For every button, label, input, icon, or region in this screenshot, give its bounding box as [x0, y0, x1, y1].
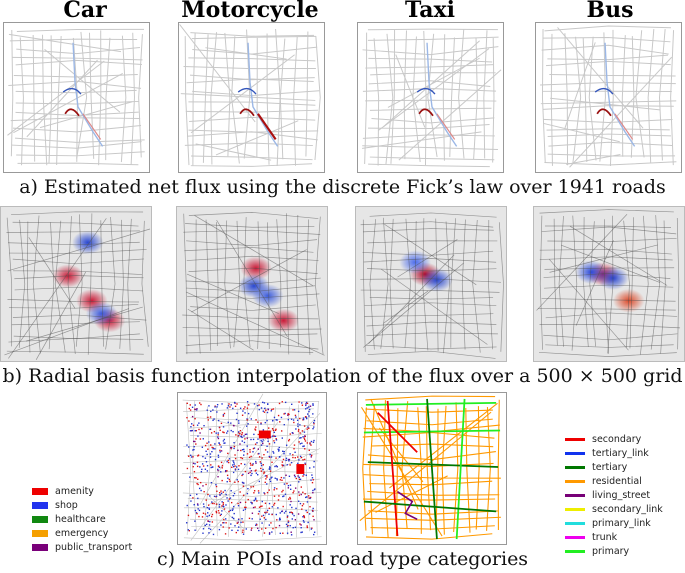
flux-map-motorcycle — [178, 22, 325, 173]
flux-map-car — [3, 22, 150, 173]
legend-label: secondary_link — [592, 503, 663, 515]
road-network — [540, 25, 677, 168]
heatmap — [534, 207, 684, 361]
legend-label: healthcare — [55, 513, 106, 525]
legend-item: primary — [565, 544, 663, 558]
legend-swatch — [565, 437, 585, 441]
legend-item: shop — [32, 498, 132, 512]
rbf-map-motorcycle — [176, 206, 328, 362]
heatmap — [177, 207, 327, 361]
title-bus: Bus — [586, 0, 634, 23]
legend-label: primary_link — [592, 517, 651, 529]
legend-label: tertiary_link — [592, 447, 649, 459]
title-motorcycle: Motorcycle — [181, 0, 319, 23]
legend-swatch — [565, 521, 585, 525]
flux-map-bus — [535, 22, 682, 173]
legend-swatch — [32, 515, 48, 523]
legend-swatch — [565, 507, 585, 511]
caption-b: b) Radial basis function interpolation o… — [2, 365, 683, 387]
legend-label: secondary — [592, 433, 642, 445]
heatmap — [1, 207, 151, 361]
legend-swatch — [32, 487, 48, 495]
legend-item: emergency — [32, 526, 132, 540]
road-type-network — [359, 395, 501, 540]
legend-label: public_transport — [55, 541, 133, 553]
legend-swatch — [32, 529, 48, 537]
caption-a: a) Estimated net flux using the discrete… — [19, 176, 666, 198]
legend-item: tertiary_link — [565, 446, 663, 460]
road-type-map — [357, 392, 507, 545]
rbf-map-car — [0, 206, 152, 362]
legend-label: emergency — [55, 527, 109, 539]
poi-legend: amenity shop healthcare emergency public_tra… — [32, 484, 132, 554]
rbf-map-bus — [533, 206, 685, 362]
legend-label: trunk — [592, 531, 618, 543]
legend-label: shop — [55, 499, 78, 511]
legend-label: residential — [592, 475, 642, 487]
heatmap — [356, 207, 506, 361]
legend-swatch — [565, 479, 585, 483]
legend-item: secondary — [565, 432, 663, 446]
legend-swatch — [565, 493, 585, 497]
legend-item: healthcare — [32, 512, 132, 526]
legend-item: living_street — [565, 488, 663, 502]
caption-c: c) Main POIs and road type categories — [156, 548, 529, 570]
title-taxi: Taxi — [405, 0, 455, 23]
legend-item: primary_link — [565, 516, 663, 530]
legend-item: residential — [565, 474, 663, 488]
legend-label: tertiary — [592, 461, 628, 473]
poi-map — [177, 392, 327, 545]
legend-swatch — [32, 543, 48, 551]
legend-item: secondary_link — [565, 502, 663, 516]
title-car: Car — [63, 0, 107, 23]
poi-scatter — [182, 393, 322, 544]
legend-label: living_street — [592, 489, 651, 501]
legend-label: primary — [592, 545, 630, 557]
road-network — [362, 28, 502, 168]
flux-map-taxi — [357, 22, 504, 173]
road-network — [179, 24, 321, 167]
rbf-map-taxi — [355, 206, 507, 362]
legend-item: trunk — [565, 530, 663, 544]
legend-label: amenity — [55, 485, 94, 497]
legend-swatch — [32, 501, 48, 509]
legend-item: public_transport — [32, 540, 132, 554]
legend-swatch — [565, 465, 585, 469]
legend-item: amenity — [32, 484, 132, 498]
legend-item: tertiary — [565, 460, 663, 474]
road-type-legend: secondary tertiary_link tertiary residentia… — [565, 432, 663, 558]
legend-swatch — [565, 549, 585, 553]
legend-swatch — [565, 451, 585, 455]
road-network — [7, 28, 145, 166]
legend-swatch — [565, 535, 585, 539]
